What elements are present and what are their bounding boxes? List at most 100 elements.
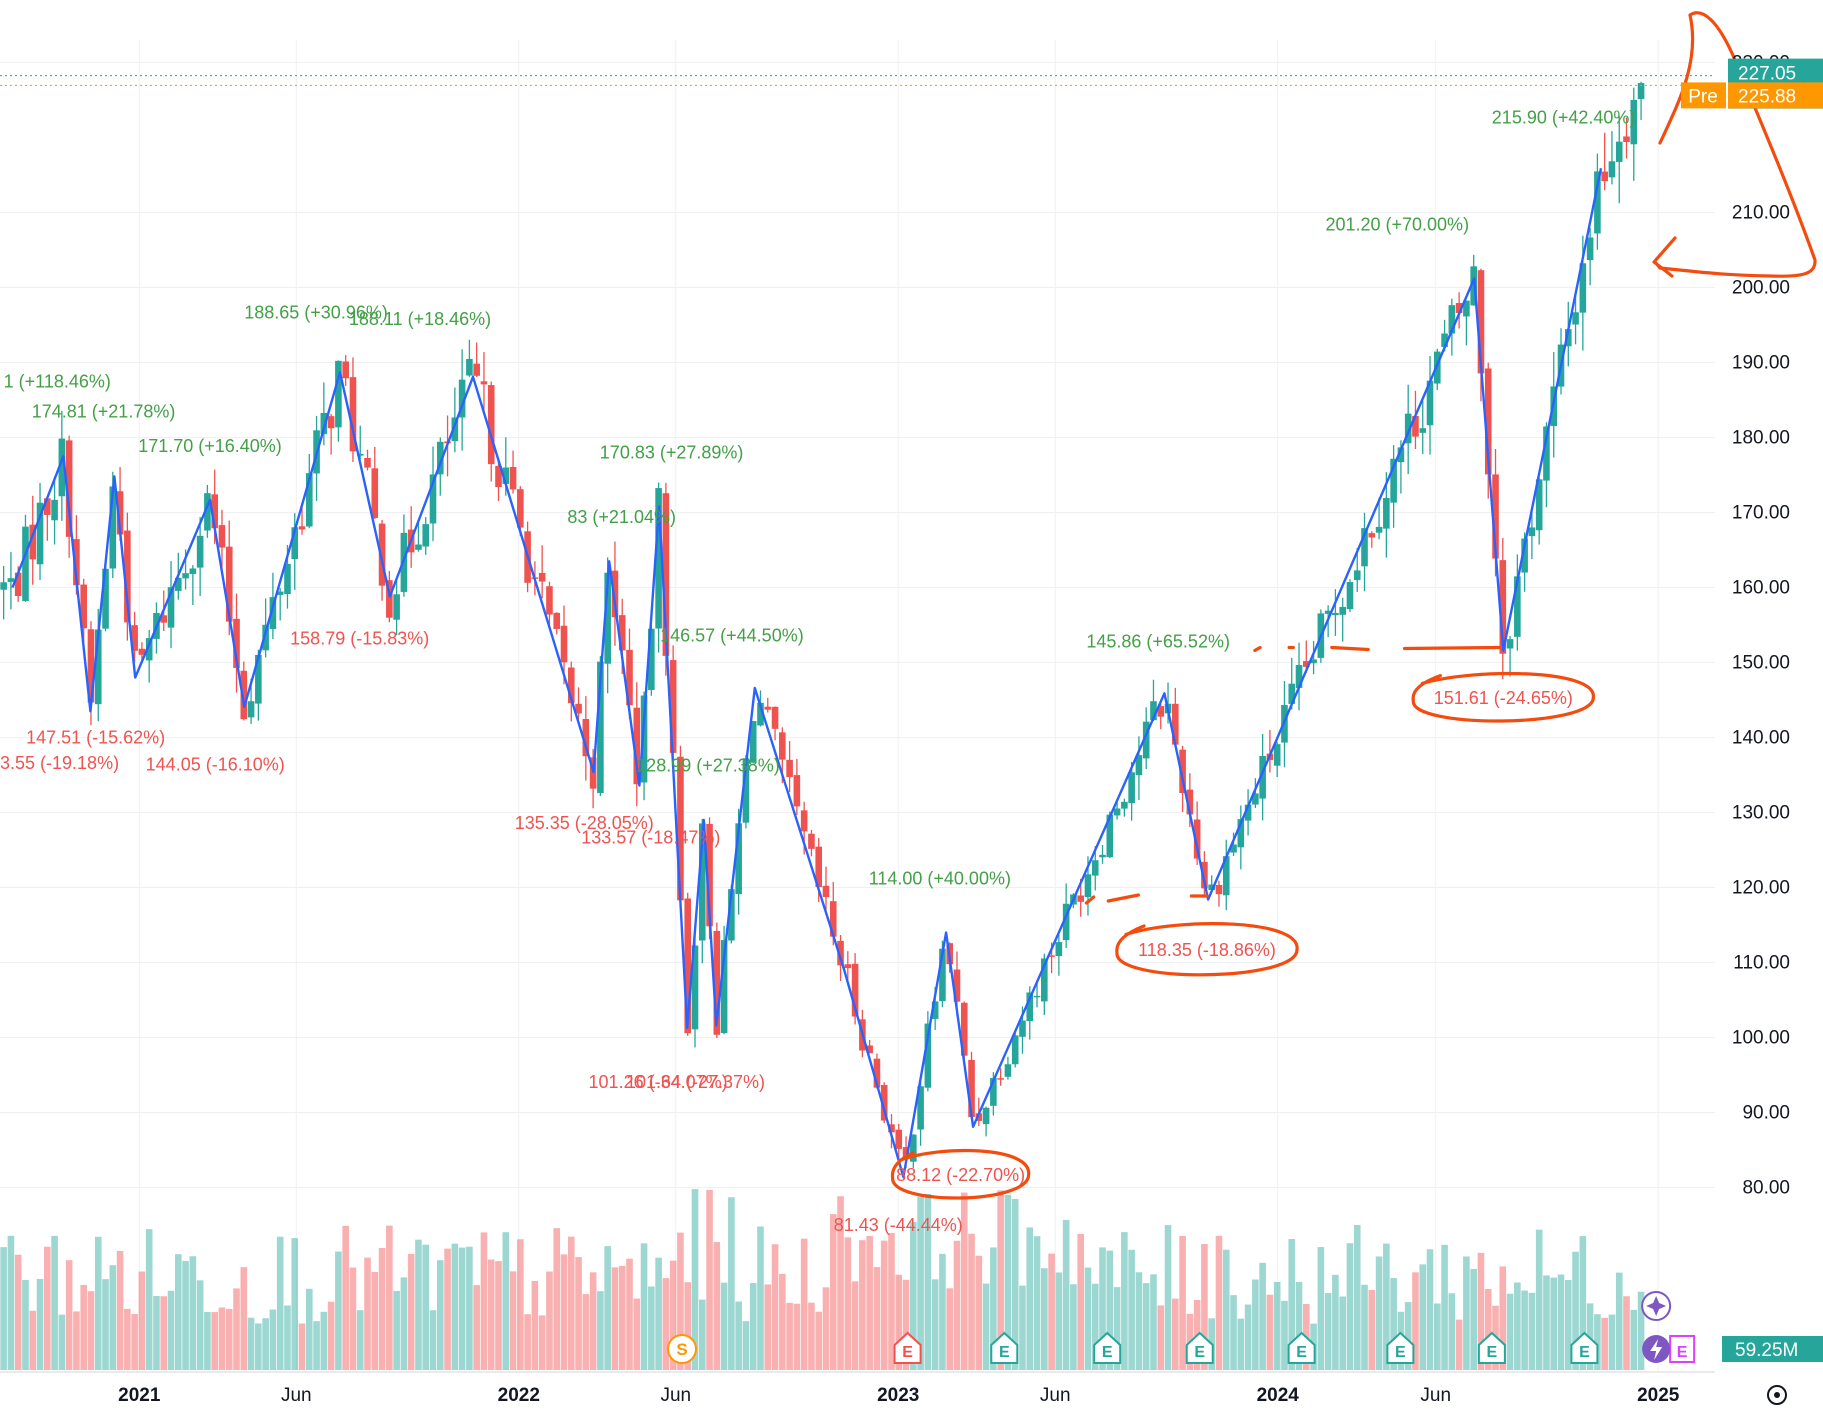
earnings-icon-letter: E bbox=[1487, 1344, 1498, 1361]
candle-body bbox=[648, 628, 655, 690]
candle-body bbox=[378, 523, 386, 586]
candle-body bbox=[240, 670, 248, 720]
candle-body bbox=[902, 1147, 910, 1157]
candle-body bbox=[1630, 99, 1638, 145]
earnings-icon[interactable] bbox=[1093, 1331, 1122, 1364]
candle-body bbox=[1048, 955, 1055, 957]
candle-body bbox=[720, 940, 728, 1034]
volume-bar bbox=[1433, 1303, 1441, 1370]
candle-body bbox=[65, 440, 73, 537]
zigzag-high-label: 171.70 (+16.40%) bbox=[138, 436, 282, 456]
volume-bar bbox=[1317, 1247, 1325, 1370]
volume-bar bbox=[698, 1299, 706, 1370]
volume-bar bbox=[1288, 1239, 1296, 1370]
candle-body bbox=[633, 707, 641, 785]
volume-bar bbox=[1157, 1305, 1165, 1370]
volume-bar bbox=[662, 1278, 670, 1370]
volume-bar bbox=[1412, 1272, 1419, 1370]
price-tick-label: 90.00 bbox=[1742, 1103, 1790, 1124]
candle-body bbox=[1310, 659, 1317, 664]
candle-body bbox=[757, 702, 764, 726]
volume-bar bbox=[1484, 1288, 1492, 1370]
zigzag-low-label: 135.35 (-28.05%) bbox=[515, 813, 654, 833]
earnings-icon[interactable] bbox=[1386, 1331, 1415, 1364]
candle-body bbox=[924, 1023, 932, 1088]
candle-body bbox=[771, 706, 779, 729]
volume-bar bbox=[837, 1196, 844, 1370]
volume-bar bbox=[1332, 1274, 1339, 1370]
volume-bar bbox=[1521, 1290, 1528, 1370]
volume-bar bbox=[742, 1321, 750, 1370]
volume-bar bbox=[553, 1228, 561, 1370]
candle-body bbox=[837, 940, 844, 966]
volume-bar bbox=[1019, 1285, 1026, 1370]
candle-body bbox=[1004, 1064, 1012, 1077]
earnings-icon[interactable] bbox=[1570, 1331, 1599, 1364]
candlesticks bbox=[0, 81, 1645, 1169]
price-tick-label: 180.00 bbox=[1732, 428, 1790, 449]
price-axis[interactable]: 240.00230.00210.00200.00190.00180.00170.… bbox=[1732, 0, 1790, 1199]
settings-gear-icon[interactable] bbox=[1767, 1385, 1787, 1405]
candle-body bbox=[1339, 606, 1346, 615]
volume-bar bbox=[73, 1311, 80, 1370]
volume-bar bbox=[393, 1290, 400, 1370]
candle-body bbox=[218, 525, 226, 548]
volume-bar bbox=[269, 1309, 277, 1370]
volume-bar bbox=[618, 1265, 626, 1370]
volume-bar bbox=[1375, 1256, 1383, 1370]
price-tick-label: 190.00 bbox=[1732, 353, 1790, 374]
candle-body bbox=[1252, 793, 1259, 805]
time-axis[interactable]: 2021 Jun 2022 Jun 2023 Jun 2024 Jun 2025 bbox=[0, 1371, 1787, 1406]
price-tick-label: 160.00 bbox=[1732, 578, 1790, 599]
volume-bar bbox=[1361, 1284, 1368, 1370]
volume-bar bbox=[22, 1279, 29, 1370]
candle-body bbox=[22, 526, 29, 601]
volume-bar bbox=[458, 1247, 466, 1370]
volume-bar bbox=[1550, 1277, 1558, 1370]
earnings-icon[interactable] bbox=[1185, 1331, 1214, 1364]
candle-body bbox=[735, 823, 742, 895]
volume-bar bbox=[917, 1196, 924, 1370]
volume-bar bbox=[1026, 1227, 1034, 1370]
volume-bar bbox=[262, 1318, 269, 1370]
candle-body bbox=[1150, 701, 1157, 721]
volume-bar bbox=[436, 1260, 444, 1370]
circle-88-low bbox=[890, 1148, 1031, 1200]
candle-body bbox=[662, 493, 670, 656]
volume-bar bbox=[1601, 1317, 1608, 1370]
time-tick-month: Jun bbox=[281, 1385, 312, 1406]
time-tick-year: 2022 bbox=[498, 1385, 540, 1406]
zigzag-low-label: 3.55 (-19.18%) bbox=[0, 753, 119, 773]
volume-bar bbox=[509, 1271, 517, 1370]
earnings-icon[interactable] bbox=[1669, 1335, 1696, 1363]
candle-body bbox=[116, 491, 124, 535]
candle-body bbox=[255, 654, 262, 704]
volume-bar bbox=[1215, 1235, 1223, 1370]
earnings-icon[interactable] bbox=[990, 1331, 1019, 1364]
candle-body bbox=[1477, 270, 1485, 374]
volume-badge bbox=[1722, 1336, 1823, 1362]
candle-body bbox=[713, 930, 721, 1035]
earnings-icon[interactable] bbox=[1287, 1331, 1316, 1364]
volume-bar bbox=[626, 1258, 633, 1370]
time-tick-month: Jun bbox=[1420, 1385, 1451, 1406]
volume-bar bbox=[575, 1257, 582, 1370]
candle-body bbox=[356, 453, 364, 456]
candle-body bbox=[910, 1134, 917, 1162]
zigzag-high-label: 188.11 (+18.46%) bbox=[349, 309, 491, 329]
candle-body bbox=[386, 580, 393, 618]
volume-bar bbox=[669, 1260, 677, 1370]
volume-bar bbox=[1142, 1283, 1150, 1370]
earnings-icon-letter: E bbox=[1194, 1344, 1205, 1361]
split-icon[interactable] bbox=[667, 1334, 697, 1364]
earnings-icon[interactable] bbox=[1477, 1331, 1506, 1364]
candle-body bbox=[298, 526, 306, 530]
candle-body bbox=[982, 1107, 990, 1125]
earnings-icon[interactable] bbox=[893, 1331, 922, 1364]
volume-bar bbox=[14, 1254, 22, 1370]
candle-body bbox=[1332, 612, 1339, 616]
candle-body bbox=[349, 377, 357, 452]
